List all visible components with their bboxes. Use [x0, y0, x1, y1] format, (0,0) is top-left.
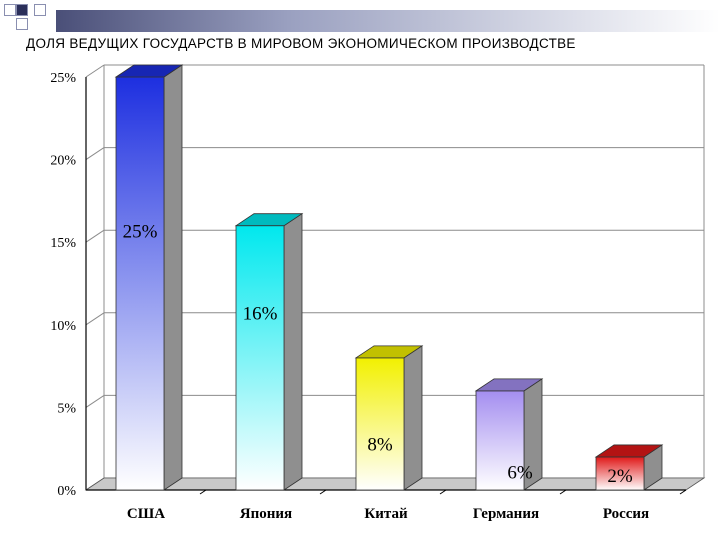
y-tick-label: 0%: [57, 484, 76, 499]
data-label: 16%: [243, 304, 278, 325]
x-tick: [199, 489, 207, 495]
data-label: 25%: [123, 221, 158, 242]
slide-title: ДОЛЯ ВЕДУЩИХ ГОСУДАРСТВ В МИРОВОМ ЭКОНОМ…: [26, 36, 576, 51]
y-tick-label: 20%: [50, 154, 76, 169]
x-tick: [559, 489, 567, 495]
y-tick-label: 15%: [50, 236, 76, 251]
bar-0: [115, 76, 165, 491]
square-icon: [16, 4, 28, 16]
gridline-side: [85, 229, 105, 243]
y-tick-label: 5%: [57, 401, 76, 416]
square-icon: [34, 4, 46, 16]
gridline-side: [85, 394, 105, 408]
bar-side-2: [403, 345, 423, 491]
data-label: 2%: [607, 466, 633, 487]
category-label: Германия: [473, 506, 539, 522]
gridline-side: [85, 147, 105, 161]
x-tick: [439, 489, 447, 495]
category-label: США: [127, 506, 165, 522]
bar-top-3: [474, 378, 544, 392]
bar-top-2: [354, 345, 424, 359]
y-tick-label: 25%: [50, 71, 76, 86]
bar-top-4: [594, 444, 664, 458]
x-tick: [679, 489, 687, 495]
bar-top-1: [234, 213, 304, 227]
data-label: 6%: [507, 462, 533, 483]
bar-3: [475, 390, 525, 491]
gridline-side: [85, 64, 105, 78]
square-icon: [16, 18, 28, 30]
header-gradient-bar: [56, 10, 720, 32]
bar-4: [595, 456, 645, 491]
bar-side-0: [163, 64, 183, 491]
category-label: Россия: [603, 506, 649, 522]
gridline-side: [85, 312, 105, 326]
bar-1: [235, 225, 285, 491]
y-tick-label: 10%: [50, 319, 76, 334]
bar-2: [355, 357, 405, 491]
category-label: Китай: [364, 506, 408, 522]
decorative-squares: [4, 4, 64, 34]
bar-side-1: [283, 212, 303, 491]
bar-top-0: [114, 64, 184, 78]
x-tick: [319, 489, 327, 495]
category-label: Япония: [240, 506, 292, 522]
data-label: 8%: [367, 435, 393, 456]
square-icon: [4, 4, 16, 16]
